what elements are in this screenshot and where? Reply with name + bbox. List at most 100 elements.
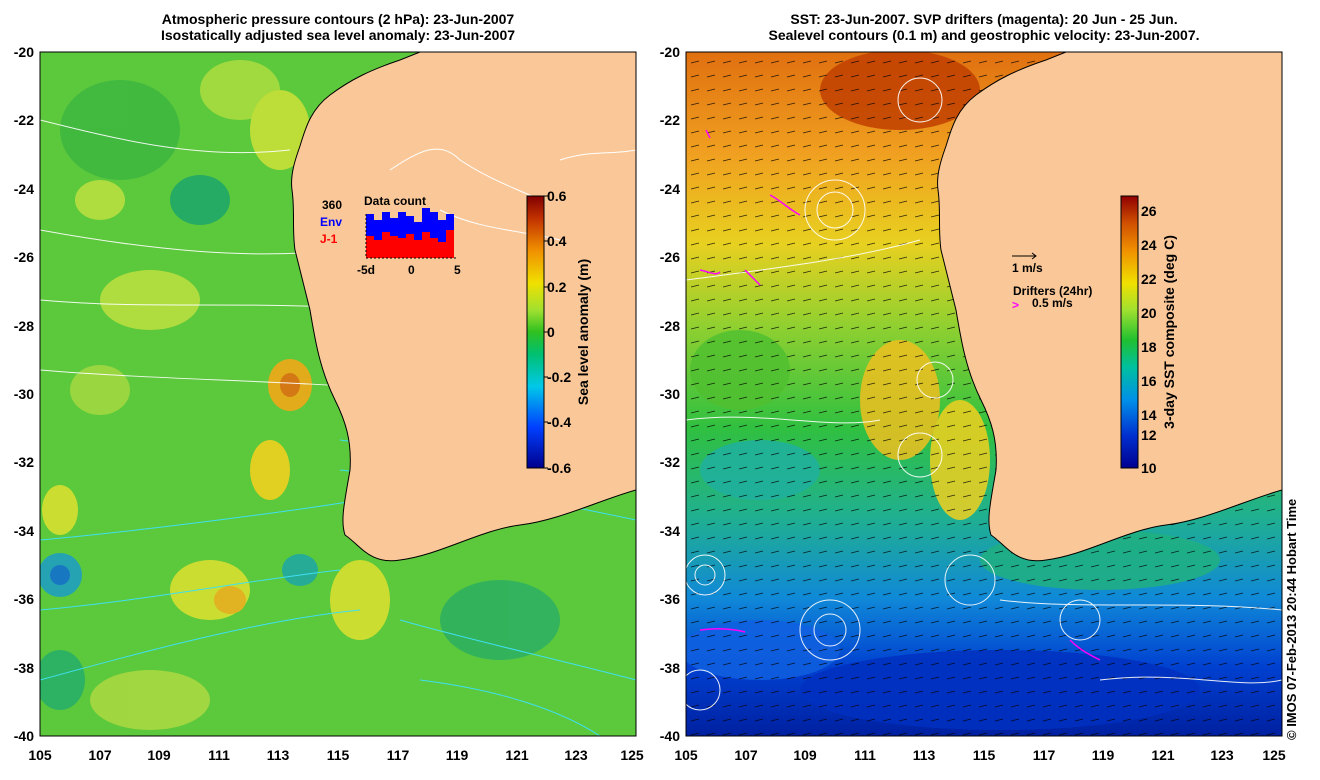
- sst-tick-10: 10: [1141, 460, 1157, 476]
- left-xtick: 111: [208, 747, 230, 763]
- data-count-axis-0: 0: [408, 263, 415, 277]
- velocity-legend: 1 m/s: [1012, 252, 1043, 275]
- data-count-inset: Data count 360 Env J-1 -5d 0 5: [320, 194, 461, 277]
- sla-colorbar-label: Sea level anomaly (m): [575, 259, 591, 405]
- drifter-legend: Drifters (24hr) > 0.5 m/s: [1012, 284, 1092, 312]
- right-title-line2: Sealevel contours (0.1 m) and geostrophi…: [768, 27, 1200, 43]
- right-colorbar: 26 24 22 20 18 16 14 12 10 3-day SST com…: [1120, 195, 1177, 476]
- left-colorbar: 0.6 0.4 0.2 0 -0.2 -0.4 -0.6 Sea level a…: [526, 188, 591, 476]
- left-x-axis: 105 107 109 111 113 115 117 119 121 123 …: [28, 747, 644, 763]
- sst-tick-20: 20: [1141, 305, 1157, 321]
- data-count-max: 360: [322, 198, 342, 212]
- sla-tick-neg0.2: -0.2: [547, 369, 571, 385]
- right-ytick: -24: [660, 181, 680, 197]
- left-xtick: 107: [88, 747, 112, 763]
- right-ytick: -34: [660, 523, 680, 539]
- sst-colorbar-scale: [1120, 195, 1139, 469]
- left-ytick: -22: [14, 112, 34, 128]
- left-ytick: -28: [14, 318, 34, 334]
- drifter-legend-title: Drifters (24hr): [1013, 284, 1092, 298]
- sla-tick-neg0.6: -0.6: [547, 460, 571, 476]
- right-ytick: -22: [660, 112, 680, 128]
- sst-tick-22: 22: [1141, 271, 1157, 287]
- left-xtick: 117: [387, 747, 410, 763]
- left-ytick: -36: [14, 591, 34, 607]
- right-title-line1: SST: 23-Jun-2007. SVP drifters (magenta)…: [790, 11, 1178, 27]
- left-y-axis: -20 -22 -24 -26 -28 -30 -32 -34 -36 -38 …: [14, 44, 34, 744]
- left-ytick: -40: [14, 728, 34, 744]
- drifter-legend-speed: 0.5 m/s: [1032, 296, 1073, 310]
- right-xtick: 123: [1210, 747, 1234, 763]
- data-count-axis-neg5: -5d: [357, 263, 375, 277]
- right-ytick: -30: [660, 386, 680, 402]
- sla-tick-neg0.4: -0.4: [547, 414, 571, 430]
- data-count-bars: [366, 208, 454, 258]
- left-ytick: -34: [14, 523, 34, 539]
- left-map-frame: [39, 51, 637, 737]
- sst-tick-12: 12: [1141, 427, 1157, 443]
- left-ytick: -32: [14, 454, 34, 470]
- data-count-axis-5: 5: [454, 263, 461, 277]
- left-xtick: 119: [446, 747, 469, 763]
- sst-tick-16: 16: [1141, 373, 1157, 389]
- right-ytick: -28: [660, 318, 680, 334]
- right-y-axis: -20 -22 -24 -26 -28 -30 -32 -34 -36 -38 …: [660, 44, 680, 744]
- right-xtick: 119: [1092, 747, 1115, 763]
- left-xtick: 113: [267, 747, 290, 763]
- left-xtick: 105: [28, 747, 52, 763]
- sst-tick-26: 26: [1141, 203, 1157, 219]
- right-xtick: 121: [1151, 747, 1175, 763]
- right-xtick: 111: [854, 747, 876, 763]
- drifter-legend-arrow-icon: >: [1012, 298, 1019, 312]
- right-ytick: -26: [660, 249, 680, 265]
- left-ytick: -38: [14, 660, 34, 676]
- left-ytick: -30: [14, 386, 34, 402]
- copyright-text: © IMOS 07-Feb-2013 20:44 Hobart Time: [1284, 498, 1299, 740]
- data-count-j1-label: J-1: [320, 232, 338, 246]
- left-title-line2: Isostatically adjusted sea level anomaly…: [160, 27, 516, 43]
- left-ytick: -26: [14, 249, 34, 265]
- left-xtick: 109: [147, 747, 171, 763]
- land-left: [291, 52, 636, 562]
- left-title-line1: Atmospheric pressure contours (2 hPa): 2…: [161, 11, 515, 27]
- sst-tick-14: 14: [1141, 407, 1157, 423]
- right-xtick: 125: [1262, 747, 1286, 763]
- right-xtick: 113: [913, 747, 936, 763]
- sla-tick-0.2: 0.2: [547, 279, 567, 295]
- right-xtick: 117: [1033, 747, 1056, 763]
- sla-tick-0: 0: [547, 324, 555, 340]
- data-count-env-label: Env: [320, 215, 342, 229]
- right-xtick: 109: [793, 747, 817, 763]
- left-xtick: 125: [620, 747, 644, 763]
- velocity-legend-label: 1 m/s: [1012, 261, 1043, 275]
- left-xtick: 115: [327, 747, 350, 763]
- right-ytick: -36: [660, 591, 680, 607]
- data-count-title: Data count: [364, 194, 426, 208]
- sst-tick-18: 18: [1141, 339, 1157, 355]
- right-ytick: -20: [660, 44, 680, 60]
- left-map: [40, 52, 636, 736]
- drifter-tracks: [699, 129, 1101, 661]
- right-map-frame: [685, 51, 1283, 737]
- right-ytick: -38: [660, 660, 680, 676]
- right-ytick: -32: [660, 454, 680, 470]
- right-xtick: 115: [973, 747, 996, 763]
- left-xtick: 123: [564, 747, 588, 763]
- sla-tick-0.4: 0.4: [547, 233, 567, 249]
- land-right: [937, 52, 1282, 562]
- sst-tick-24: 24: [1141, 237, 1157, 253]
- sla-tick-0.6: 0.6: [547, 188, 567, 204]
- right-xtick: 105: [674, 747, 698, 763]
- left-xtick: 121: [505, 747, 529, 763]
- right-xtick: 107: [734, 747, 758, 763]
- sla-anomaly-patches: [40, 60, 560, 730]
- right-ytick: -40: [660, 728, 680, 744]
- right-map: [686, 52, 1282, 736]
- sla-colorbar-scale: [526, 195, 545, 469]
- right-x-axis: 105 107 109 111 113 115 117 119 121 123 …: [674, 747, 1286, 763]
- sst-colorbar-label: 3-day SST composite (deg C): [1161, 235, 1177, 429]
- left-ytick: -20: [14, 44, 34, 60]
- left-ytick: -24: [14, 181, 34, 197]
- sealevel-contours: [686, 77, 1282, 711]
